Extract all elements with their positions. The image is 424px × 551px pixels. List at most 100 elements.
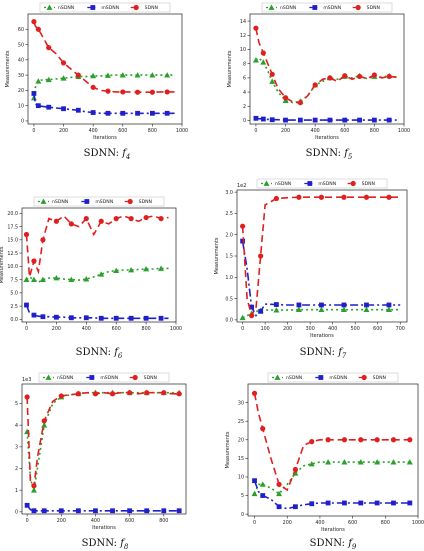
chart-panel-f6: 0 200 400 600 800 1000 0.0 2.5 5.0 7.5 10.0 12.5 15.… — [0, 196, 182, 332]
x-tick-label: 1000 — [170, 326, 182, 332]
data-point-nSDNN — [276, 490, 283, 497]
data-point-mSDNN — [342, 500, 347, 506]
data-point-nSDNN — [295, 306, 302, 313]
x-tick-label: 200 — [283, 326, 292, 332]
series-SDNN — [253, 25, 397, 106]
y-tick-label: 15 — [238, 456, 244, 462]
legend-label: SDNN — [139, 199, 152, 205]
data-point-nSDNN — [35, 78, 42, 84]
y-tick-label: 1 — [15, 488, 18, 494]
caption-function: f7 — [338, 347, 347, 360]
data-point-SDNN — [374, 437, 380, 443]
legend: nSDNN mSDNN SDNN — [267, 372, 399, 383]
data-point-nSDNN — [83, 276, 90, 282]
y-tick-label: 50 — [18, 42, 24, 48]
data-point-mSDNN — [83, 315, 89, 321]
data-point-SDNN — [260, 50, 266, 56]
data-point-mSDNN — [357, 117, 362, 123]
caption-prefix: SDNN: — [309, 538, 349, 549]
data-point-nSDNN — [341, 459, 348, 465]
data-point-mSDNN — [31, 508, 37, 514]
data-point-mSDNN — [293, 504, 298, 510]
data-point-mSDNN — [260, 493, 266, 498]
series-nSDNN — [23, 265, 169, 284]
data-point-mSDNN — [75, 508, 81, 514]
legend-marker — [132, 374, 138, 381]
caption-prefix: SDNN: — [75, 347, 115, 358]
caption-function: f6 — [114, 347, 123, 360]
y-tick-label: 10 — [240, 47, 246, 53]
data-point-mSDNN — [68, 315, 74, 321]
series-nSDNN — [251, 459, 413, 497]
data-point-mSDNN — [309, 501, 315, 507]
data-point-SDNN — [176, 391, 182, 397]
data-point-SDNN — [164, 89, 170, 95]
y-tick-label: 0.5 — [225, 296, 233, 302]
x-tick-label: 100 — [261, 326, 270, 332]
y-tick-label: 0.0 — [225, 318, 233, 324]
data-point-SDNN — [31, 19, 37, 25]
data-point-mSDNN — [161, 508, 167, 514]
data-point-SDNN — [149, 89, 155, 95]
data-point-nSDNN — [385, 306, 392, 313]
data-point-nSDNN — [357, 459, 364, 465]
series-line-mSDNN — [33, 93, 175, 115]
series-line-mSDNN — [255, 117, 397, 121]
x-tick-label: 0 — [254, 128, 257, 134]
x-tick-label: 1000 — [398, 128, 410, 134]
data-point-nSDNN — [30, 276, 37, 282]
data-point-nSDNN — [251, 490, 258, 497]
data-point-SDNN — [40, 237, 46, 243]
data-point-SDNN — [253, 25, 259, 31]
data-point-SDNN — [386, 194, 392, 200]
data-point-mSDNN — [105, 110, 111, 116]
x-tick-label: 400 — [328, 326, 337, 332]
legend-marker — [350, 180, 356, 187]
legend-marker — [84, 199, 90, 204]
y-tick-label: 12 — [240, 33, 246, 39]
x-axis-label: Iterations — [321, 527, 345, 533]
y-tick-label: 60 — [18, 27, 24, 33]
series-SDNN — [24, 390, 182, 489]
chart-panel-f8: 0 200 400 600 800 0 1 2 3 4 5 Iterations 1e3 nSDNN mSD… — [15, 372, 187, 531]
caption-subscript: 5 — [347, 153, 353, 161]
data-point-nSDNN — [98, 271, 105, 277]
x-tick-label: 800 — [370, 128, 379, 134]
panel-caption: SDNN: f4 — [32, 148, 182, 161]
data-point-mSDNN — [120, 110, 126, 116]
y-tick-label: 0 — [243, 118, 246, 124]
series-mSDNN — [31, 91, 175, 116]
data-point-SDNN — [75, 391, 81, 397]
data-point-nSDNN — [113, 267, 120, 273]
chart-panel-f4: 0 200 400 600 800 1000 0 10 20 30 40 50 60 Iterations… — [5, 2, 188, 141]
x-tick-label: 400 — [91, 518, 100, 524]
y-tick-label: 2 — [15, 466, 18, 472]
data-point-mSDNN — [135, 110, 140, 116]
data-point-nSDNN — [134, 72, 141, 78]
data-point-nSDNN — [53, 274, 60, 281]
data-point-SDNN — [269, 71, 275, 77]
legend-marker — [268, 4, 275, 10]
x-tick-label: 600 — [112, 326, 121, 332]
y-axis-label: Measurements — [0, 246, 5, 283]
legend-box — [39, 2, 171, 13]
data-point-SDNN — [309, 439, 315, 445]
x-tick-label: 200 — [281, 128, 290, 134]
data-point-SDNN — [325, 437, 331, 443]
data-point-SDNN — [109, 391, 116, 397]
data-point-mSDNN — [75, 107, 81, 113]
x-tick-label: 800 — [159, 518, 168, 524]
plot-frame — [247, 383, 419, 517]
data-point-SDNN — [75, 72, 81, 78]
data-point-SDNN — [127, 390, 133, 396]
data-point-nSDNN — [45, 76, 52, 83]
y-tick-label: 15.0 — [7, 238, 18, 244]
data-point-nSDNN — [273, 307, 280, 313]
data-point-mSDNN — [407, 500, 413, 506]
x-tick-label: 600 — [118, 128, 127, 134]
data-point-mSDNN — [283, 117, 288, 123]
legend: nSDNN mSDNN SDNN — [38, 372, 170, 383]
x-tick-label: 400 — [311, 128, 320, 134]
legend-label: mSDNN — [318, 181, 336, 187]
data-point-SDNN — [143, 214, 149, 221]
